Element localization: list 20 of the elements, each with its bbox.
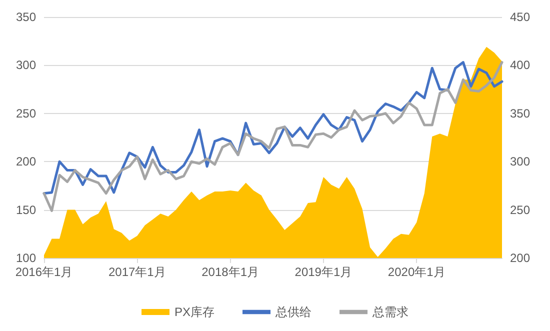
x-tick-label: 2019年1月 [294,265,352,279]
y2-tick-label: 200 [510,251,530,265]
x-tick-label: 2016年1月 [15,265,73,279]
y-tick-label: 300 [16,58,36,72]
y-tick-label: 250 [16,106,36,120]
y-tick-label: 350 [16,10,36,24]
legend-label: 总需求 [372,305,409,319]
y2-tick-label: 450 [510,10,530,24]
y2-tick-label: 350 [510,106,530,120]
x-tick-label: 2020年1月 [388,265,446,279]
y2-tick-label: 250 [510,202,530,217]
legend-label: PX库存 [174,305,215,319]
legend-label: 总供给 [274,305,312,319]
y-tick-label: 200 [16,154,36,169]
y2-tick-label: 400 [510,58,530,72]
y-tick-label: 100 [16,251,36,265]
y2-tick-label: 300 [510,154,530,169]
y-tick-label: 150 [16,202,36,217]
x-tick-label: 2018年1月 [202,265,259,279]
x-tick-label: 2017年1月 [108,265,166,279]
